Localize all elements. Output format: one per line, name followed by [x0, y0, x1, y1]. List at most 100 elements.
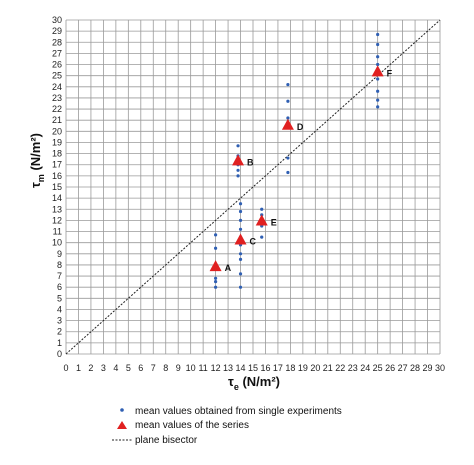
- x-tick-label: 4: [113, 363, 118, 373]
- experiment-point: [286, 156, 290, 160]
- experiment-point: [286, 82, 290, 87]
- x-tick-label: 19: [298, 363, 308, 373]
- x-tick-label: 7: [151, 363, 156, 373]
- experiment-point: [260, 235, 264, 239]
- experiment-point: [376, 62, 380, 67]
- experiment-point: [238, 218, 243, 222]
- series-mean-label: C: [250, 236, 257, 246]
- experiment-point: [238, 252, 243, 256]
- y-tick-label: 24: [52, 82, 62, 92]
- x-tick-label: 13: [223, 363, 233, 373]
- experiment-point: [238, 272, 243, 276]
- series-mean-series: A B C D E F: [209, 65, 393, 273]
- y-tick-label: 5: [57, 293, 62, 303]
- legend-label-mean: mean values of the series: [135, 420, 249, 431]
- y-tick-label: 9: [57, 249, 62, 259]
- y-tick-label: 18: [52, 149, 62, 159]
- y-tick-label: 16: [52, 171, 62, 181]
- experiment-point: [214, 276, 218, 280]
- x-tick-label: 11: [198, 363, 207, 373]
- y-tick-label: 29: [52, 26, 62, 36]
- experiment-point: [376, 105, 380, 109]
- experiment-point: [376, 32, 380, 37]
- x-tick-label: 12: [211, 363, 221, 373]
- y-tick-label: 30: [52, 15, 62, 25]
- x-tick-label: 15: [248, 363, 258, 373]
- x-tick-label: 3: [101, 363, 106, 373]
- experiment-point: [238, 227, 243, 231]
- experiment-point: [236, 168, 240, 172]
- x-tick-labels: 0 1 2 3 4 5 6 7 8 9 10 11 12 13 14 15 16 17 18 19 20 21 22 23 24…: [63, 363, 445, 373]
- x-axis-title: τe (N/m²): [228, 374, 280, 392]
- x-tick-label: 9: [176, 363, 181, 373]
- experiment-point: [376, 42, 380, 47]
- y-tick-label: 23: [52, 93, 62, 103]
- series-mean-point: [234, 233, 247, 245]
- experiment-point: [238, 285, 243, 289]
- series-mean-label: F: [387, 68, 393, 78]
- experiment-point: [214, 285, 218, 289]
- y-tick-label: 0: [57, 349, 62, 359]
- x-tick-label: 17: [273, 363, 283, 373]
- series-mean-point: [255, 214, 268, 226]
- series-mean-point: [371, 65, 384, 77]
- x-tick-label: 27: [398, 363, 408, 373]
- y-tick-label: 21: [52, 115, 62, 125]
- y-tick-label: 4: [57, 304, 62, 314]
- series-mean-label: A: [225, 263, 232, 273]
- y-tick-label: 15: [52, 182, 62, 192]
- y-tick-label: 20: [52, 126, 62, 136]
- y-tick-label: 19: [52, 137, 62, 147]
- experiment-point: [376, 55, 380, 59]
- experiment-point: [238, 202, 243, 206]
- series-mean-label: E: [271, 218, 277, 228]
- legend-dot-marker: [120, 408, 124, 412]
- x-tick-label: 24: [360, 363, 370, 373]
- y-tick-label: 1: [57, 338, 62, 348]
- x-tick-label: 28: [410, 363, 420, 373]
- x-tick-label: 16: [260, 363, 270, 373]
- experiment-point: [238, 209, 243, 214]
- y-tick-label: 28: [52, 37, 62, 47]
- x-tick-label: 0: [63, 363, 68, 373]
- y-tick-label: 2: [57, 327, 62, 337]
- x-tick-label: 1: [76, 363, 81, 373]
- legend: mean values obtained from single experim…: [112, 406, 342, 446]
- grid: [65, 19, 441, 355]
- y-tick-label: 12: [52, 215, 62, 225]
- experiment-point: [260, 207, 264, 211]
- y-tick-label: 3: [57, 316, 62, 326]
- y-tick-label: 14: [52, 193, 62, 203]
- x-tick-label: 26: [385, 363, 395, 373]
- experiment-point: [286, 170, 290, 175]
- series-mean-label: B: [247, 157, 254, 167]
- experiment-point: [236, 144, 240, 148]
- series-mean-point: [209, 260, 222, 272]
- experiment-point: [238, 257, 243, 261]
- x-tick-label: 30: [435, 363, 445, 373]
- y-tick-label: 17: [52, 160, 62, 170]
- legend-triangle-marker: [117, 421, 127, 429]
- legend-label-single: mean values obtained from single experim…: [135, 406, 342, 417]
- y-tick-label: 22: [52, 104, 62, 114]
- series-mean-point: [232, 154, 245, 166]
- x-tick-label: 20: [310, 363, 320, 373]
- series-mean-point: [281, 118, 294, 130]
- y-tick-label: 10: [52, 238, 62, 248]
- experiment-point: [214, 280, 218, 284]
- x-tick-label: 23: [348, 363, 358, 373]
- experiment-point: [376, 89, 380, 93]
- x-tick-label: 25: [373, 363, 383, 373]
- y-tick-label: 25: [52, 71, 62, 81]
- experiment-point: [236, 174, 240, 178]
- x-tick-label: 10: [186, 363, 196, 373]
- y-tick-label: 27: [52, 48, 62, 58]
- y-tick-label: 26: [52, 60, 62, 70]
- experiment-point: [286, 99, 290, 103]
- x-tick-label: 29: [423, 363, 433, 373]
- y-tick-label: 6: [57, 282, 62, 292]
- y-tick-label: 7: [57, 271, 62, 281]
- experiment-point: [376, 98, 380, 102]
- y-tick-label: 11: [53, 227, 62, 237]
